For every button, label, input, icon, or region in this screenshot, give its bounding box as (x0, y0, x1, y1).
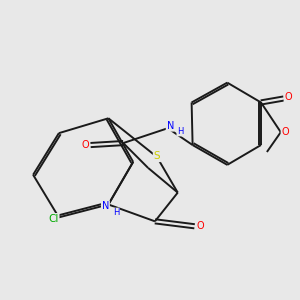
Text: H: H (177, 127, 184, 136)
Text: O: O (196, 221, 204, 231)
Text: H: H (112, 208, 119, 217)
Text: Cl: Cl (48, 214, 59, 224)
Text: O: O (281, 127, 289, 136)
Text: O: O (81, 140, 89, 150)
Text: N: N (167, 121, 174, 131)
Text: S: S (154, 151, 160, 161)
Text: N: N (102, 201, 109, 211)
Text: O: O (284, 92, 292, 102)
